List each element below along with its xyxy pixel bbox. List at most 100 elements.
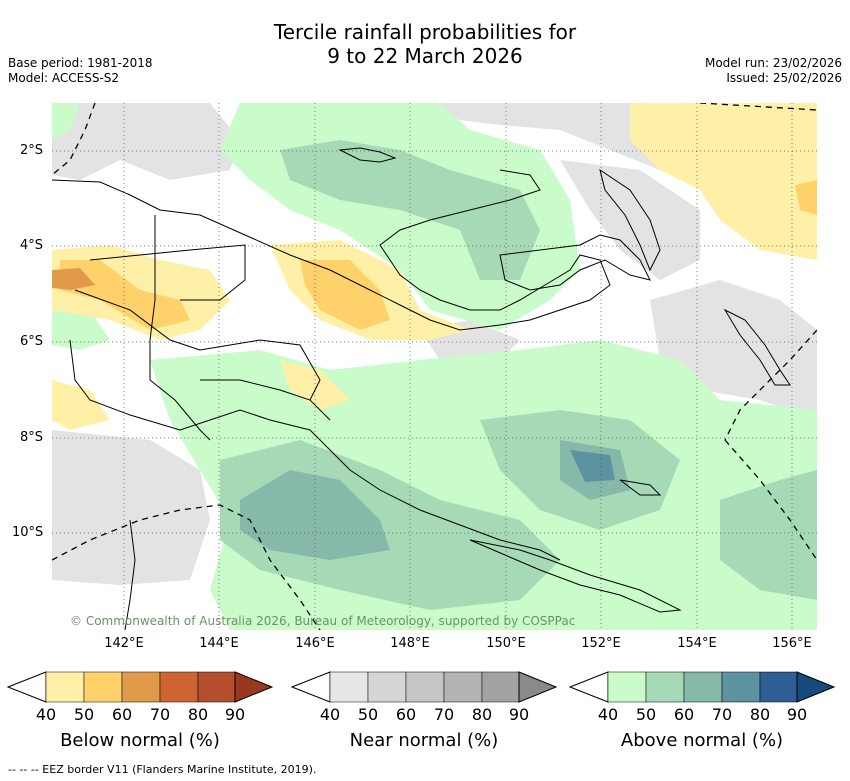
- legend-swatch: [607, 671, 647, 703]
- eez-border: [52, 103, 96, 176]
- issued-text: Issued: 25/02/2026: [726, 71, 842, 85]
- legend-above-normal: [568, 671, 836, 703]
- solomons-coast: [619, 479, 662, 496]
- legend-swatch: [405, 671, 445, 703]
- legend-label: 70: [433, 705, 455, 724]
- legend-arrow-high: [234, 671, 274, 703]
- legend-swatch: [329, 671, 369, 703]
- new-guinea-south-coast: [69, 339, 561, 561]
- legend-title-above-normal: Above normal (%): [620, 730, 784, 751]
- below-normal-region: [280, 360, 350, 410]
- legend-swatch: [159, 671, 199, 703]
- legend-below-normal: [6, 671, 274, 703]
- meta-left: Base period: 1981-2018 Model: ACCESS-S2: [8, 56, 153, 86]
- legend-label: 90: [508, 705, 530, 724]
- lon-tick-label: 144°E: [199, 636, 239, 651]
- new-guinea-coast: [52, 169, 611, 331]
- legend-arrow-low: [568, 671, 609, 703]
- eez-border: [52, 504, 321, 630]
- lon-tick-label: 142°E: [104, 636, 144, 651]
- map-title: Tercile rainfall probabilities for 9 to …: [0, 20, 850, 68]
- legend-label: 50: [357, 705, 379, 724]
- legend-label: 50: [635, 705, 657, 724]
- province-border: [89, 244, 246, 301]
- legend-near-normal: [290, 671, 558, 703]
- map-area: [52, 103, 817, 630]
- legend-arrow-low: [6, 671, 47, 703]
- model-run-text: Model run: 23/02/2026: [704, 56, 842, 70]
- above-normal-region: [280, 140, 540, 280]
- below-normal-region: [52, 380, 110, 430]
- title-line-2: 9 to 22 March 2026: [327, 44, 523, 68]
- below-normal-region: [300, 260, 390, 330]
- legend-label: 80: [471, 705, 493, 724]
- legend-swatch: [45, 671, 85, 703]
- eez-border: [699, 103, 817, 111]
- lat-tick-label: 10°S: [12, 525, 44, 540]
- legend-title-near-normal: Near normal (%): [349, 730, 499, 751]
- eez-footnote: -- -- -- EEZ border V11 (Flanders Marine…: [8, 763, 317, 776]
- legend-swatch: [197, 671, 236, 703]
- near-normal-region: [52, 430, 210, 585]
- below-normal-region: [630, 103, 817, 260]
- eez-border: [724, 329, 817, 441]
- above-normal-region: [52, 103, 80, 140]
- lat-tick-label: 6°S: [20, 334, 44, 349]
- legend-title-below-normal: Below normal (%): [60, 730, 220, 751]
- below-normal-region: [60, 260, 190, 330]
- meta-right: Model run: 23/02/2026 Issued: 25/02/2026: [705, 56, 842, 86]
- coastlines: [52, 147, 791, 630]
- lon-tick-label: 148°E: [390, 636, 430, 651]
- png-indonesia-border: [149, 215, 211, 441]
- below-normal-region: [795, 180, 817, 215]
- eez-borders: [52, 103, 817, 630]
- lat-tick-label: 2°S: [20, 143, 44, 158]
- lon-tick-label: 154°E: [677, 636, 717, 651]
- legend-arrow-low: [290, 671, 331, 703]
- new-ireland-coast: [599, 168, 661, 272]
- below-normal-region: [52, 268, 95, 290]
- legend-label: 90: [786, 705, 808, 724]
- legend-label: 80: [187, 705, 209, 724]
- model-text: Model: ACCESS-S2: [8, 71, 120, 85]
- legend-label: 90: [224, 705, 246, 724]
- lon-tick-label: 156°E: [772, 636, 812, 651]
- near-normal-region: [52, 103, 240, 180]
- legend-label: 70: [711, 705, 733, 724]
- lon-tick-label: 150°E: [486, 636, 526, 651]
- lat-tick-label: 4°S: [20, 238, 44, 253]
- legend-swatch: [683, 671, 723, 703]
- legend-swatch: [83, 671, 123, 703]
- legend-swatch: [721, 671, 761, 703]
- lat-tick-label: 8°S: [20, 430, 44, 445]
- legend-label: 40: [597, 705, 619, 724]
- legend-arrow-high: [796, 671, 836, 703]
- above-normal-region: [570, 450, 615, 482]
- new-britain-coast: [499, 234, 651, 291]
- legend-label: 70: [149, 705, 171, 724]
- boundaries: [74, 215, 331, 441]
- legend-label: 40: [319, 705, 341, 724]
- legend-swatch: [481, 671, 520, 703]
- copyright-credit: © Commonwealth of Australia 2026, Bureau…: [70, 614, 576, 628]
- legend-swatch: [367, 671, 407, 703]
- eez-border: [724, 439, 817, 561]
- legend-label: 60: [673, 705, 695, 724]
- legend-label: 60: [111, 705, 133, 724]
- legend-label: 50: [73, 705, 95, 724]
- province-border: [74, 289, 321, 401]
- legend-swatch: [645, 671, 685, 703]
- base-period-text: Base period: 1981-2018: [8, 56, 153, 70]
- province-border: [200, 379, 331, 421]
- near-normal-region: [560, 160, 700, 280]
- lon-tick-label: 146°E: [295, 636, 335, 651]
- manus-coast: [338, 147, 397, 163]
- islands-coast: [469, 539, 682, 613]
- cape-york-coast: [124, 519, 136, 630]
- legend-label: 60: [395, 705, 417, 724]
- legend-arrow-high: [518, 671, 558, 703]
- legend-label: 40: [35, 705, 57, 724]
- title-line-1: Tercile rainfall probabilities for: [273, 20, 577, 44]
- legend-swatch: [443, 671, 483, 703]
